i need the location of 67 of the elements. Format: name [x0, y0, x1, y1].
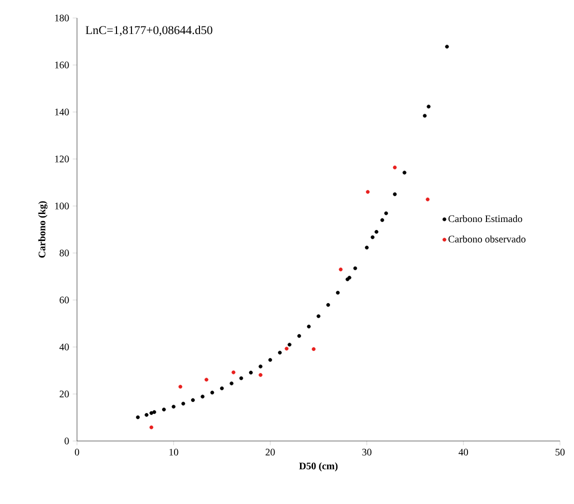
- y-tick-label: 60: [60, 296, 69, 304]
- point: [200, 394, 204, 398]
- x-axis-title: D50 (cm): [299, 462, 338, 472]
- y-tick-label: 40: [59, 344, 69, 350]
- point: [144, 413, 148, 417]
- point: [204, 378, 208, 382]
- y-tick-label: 120: [55, 156, 69, 162]
- x-tick-label: 30: [362, 448, 372, 456]
- point: [230, 382, 234, 386]
- point: [258, 364, 262, 368]
- y-axis-title: Carbono (kg): [38, 201, 48, 258]
- point: [445, 44, 449, 49]
- x-tick-label: 40: [458, 448, 468, 456]
- point: [426, 198, 430, 202]
- x-tick-label: 0: [74, 448, 80, 456]
- point: [326, 303, 330, 307]
- point: [149, 411, 154, 415]
- x-tick-label: 20: [266, 448, 275, 456]
- point: [248, 370, 253, 375]
- point: [353, 266, 358, 270]
- x-tick-label: 10: [169, 448, 178, 456]
- point: [181, 402, 186, 406]
- y-tick-label: 20: [60, 390, 69, 398]
- point: [297, 334, 302, 338]
- point: [220, 386, 224, 390]
- point: [384, 211, 388, 216]
- point: [239, 376, 244, 380]
- point: [136, 415, 140, 420]
- y-tick-label: 0: [64, 438, 69, 444]
- y-tick-label: 160: [55, 62, 69, 68]
- legend-label: Carbono observado: [448, 235, 526, 242]
- point: [232, 370, 236, 374]
- y-tick-label: 100: [55, 202, 69, 210]
- point: [402, 170, 406, 175]
- y-tick-label: 140: [55, 108, 69, 116]
- point: [370, 235, 374, 240]
- point: [336, 290, 340, 295]
- point: [366, 190, 370, 194]
- point: [288, 342, 292, 347]
- point: [422, 114, 427, 118]
- point: [338, 268, 343, 272]
- point: [278, 350, 282, 355]
- point: [268, 358, 272, 362]
- point: [178, 384, 182, 389]
- annotation: LnC=1,8177+0,08644.d50: [86, 26, 212, 36]
- point: [172, 404, 176, 409]
- point: [210, 390, 214, 394]
- point: [312, 347, 316, 352]
- point: [380, 218, 384, 222]
- point: [191, 398, 195, 402]
- legend-label: Carbono Estimado: [448, 215, 522, 222]
- point: [149, 425, 154, 430]
- point: [392, 192, 397, 196]
- point: [364, 246, 369, 250]
- point: [374, 230, 378, 234]
- point: [152, 410, 156, 414]
- point: [306, 324, 311, 328]
- point: [258, 373, 262, 377]
- point: [284, 346, 289, 351]
- y-tick-label: 80: [60, 250, 69, 256]
- point: [426, 104, 431, 108]
- point: [348, 276, 352, 280]
- point: [162, 408, 166, 412]
- y-tick-label: 180: [55, 14, 69, 22]
- x-tick-label: 50: [556, 448, 565, 456]
- point: [392, 166, 397, 170]
- point: [316, 314, 320, 318]
